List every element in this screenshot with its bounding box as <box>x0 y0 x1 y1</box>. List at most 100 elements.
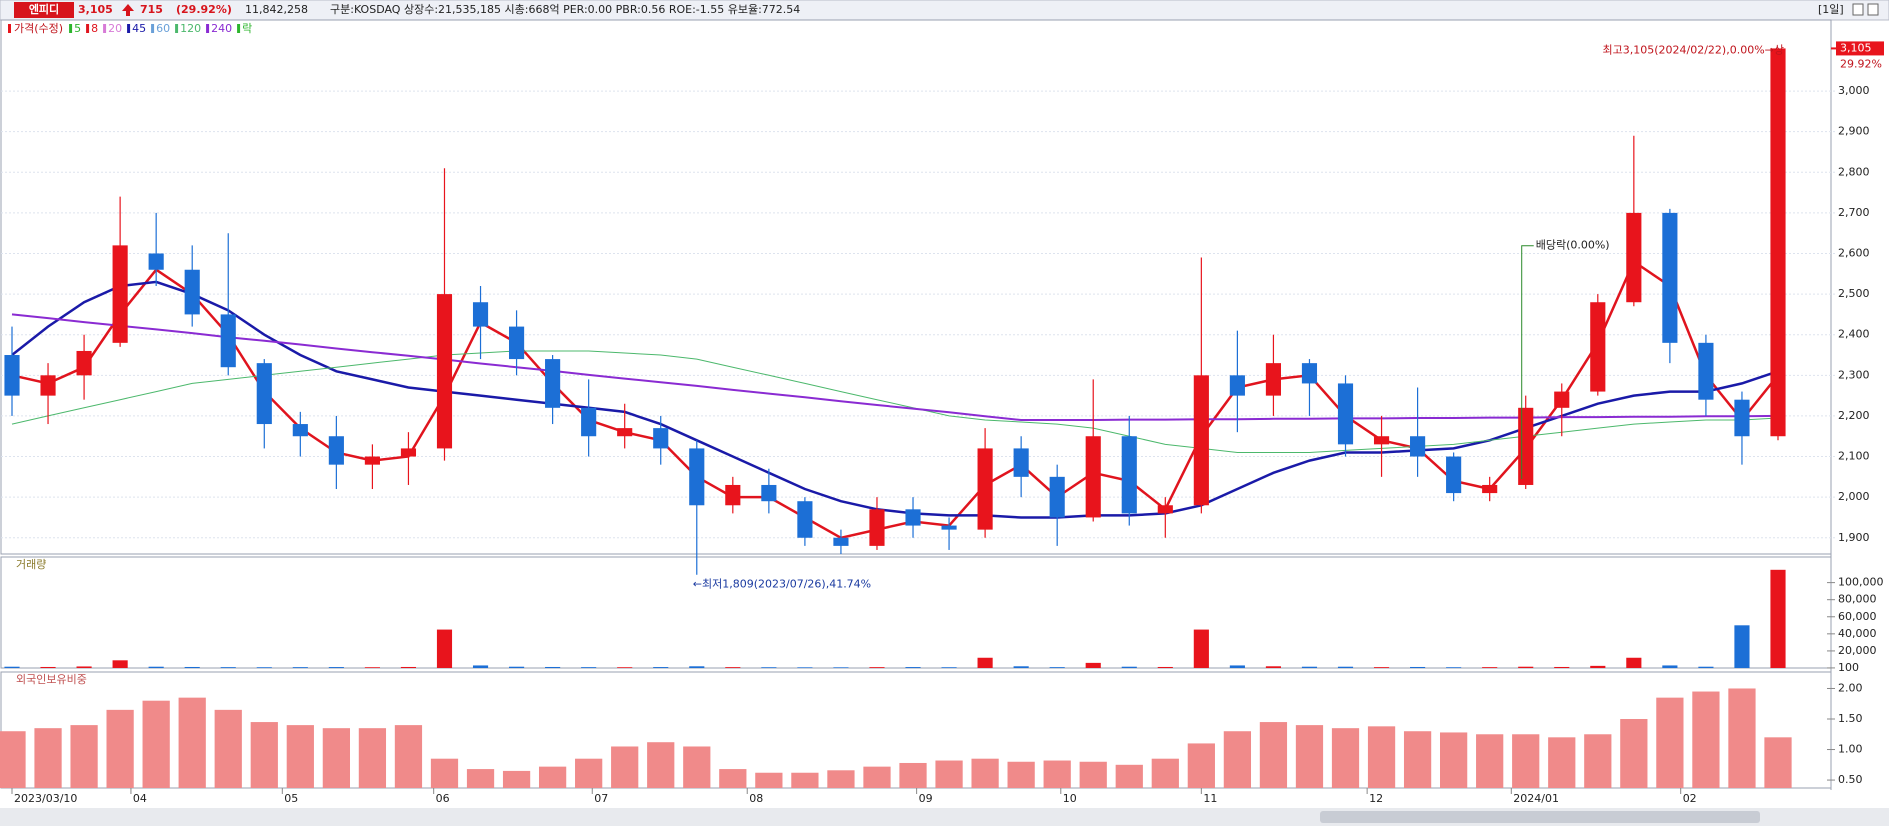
volume-bar <box>1518 666 1534 668</box>
volume-bar <box>1590 665 1606 668</box>
legend-entry: 45 <box>132 22 146 35</box>
volume-bar <box>328 667 344 668</box>
x-tick-label: 09 <box>919 792 933 805</box>
foreign-ratio-bar <box>1151 758 1179 788</box>
foreign-ratio-bar <box>106 709 134 788</box>
y-tick-label: 80,000 <box>1838 593 1877 606</box>
x-tick-label: 2023/03/10 <box>14 792 77 805</box>
legend-swatch <box>103 24 107 33</box>
foreign-ratio-bar <box>683 746 711 788</box>
volume-bar <box>112 660 128 668</box>
candle-body <box>436 294 453 449</box>
foreign-ratio-bar <box>1656 697 1684 788</box>
x-tick-label: 12 <box>1369 792 1383 805</box>
moving-average-line <box>11 280 1779 519</box>
volume-bar <box>1049 667 1065 668</box>
legend-entry: 8 <box>91 22 98 35</box>
candle-body <box>1085 436 1101 518</box>
dividend-marker <box>1521 245 1534 480</box>
close-button[interactable] <box>1867 3 1879 16</box>
foreign-ratio-bar <box>1079 761 1107 788</box>
candle-body <box>256 363 272 425</box>
volume-bar <box>148 666 164 668</box>
volume-bar <box>941 667 957 668</box>
candle-body <box>1157 505 1173 514</box>
candle-body <box>545 359 561 408</box>
candle-body <box>797 501 813 538</box>
foreign-ratio-bar <box>1223 731 1252 788</box>
legend-title: 가격(수정) <box>14 22 63 35</box>
stock-name: 엔피디 <box>29 2 59 16</box>
candle-body <box>1337 383 1354 445</box>
foreign-ratio-bar <box>935 760 963 788</box>
foreign-ratio-bar <box>142 700 170 788</box>
volume-bar <box>40 666 56 668</box>
foreign-ratio-bar <box>466 769 495 788</box>
candle-body <box>1373 436 1390 445</box>
y-tick-label: 2,600 <box>1838 246 1870 259</box>
volume-bar <box>1446 667 1462 668</box>
volume-bar <box>1554 666 1570 668</box>
volume-bar <box>1698 666 1714 668</box>
foreign-ratio-bar <box>1512 734 1540 788</box>
legend-entry: 60 <box>156 22 170 35</box>
volume-bar <box>1337 666 1354 668</box>
candle-body <box>40 375 56 396</box>
high-annotation: 최고3,105(2024/02/22),0.00%→상 <box>1603 43 1785 56</box>
foreign-ratio-bar <box>899 762 927 788</box>
candle-body <box>1554 391 1570 408</box>
foreign-ratio-bar <box>1187 743 1215 788</box>
candle-body <box>112 245 128 343</box>
volume-bar <box>1121 666 1137 668</box>
foreign-ratio-bar <box>971 758 999 788</box>
scroll-thumb[interactable] <box>1320 811 1760 823</box>
y-tick-label: 20,000 <box>1838 644 1877 657</box>
foreign-ratio-bar <box>1548 737 1576 788</box>
volume-bar <box>292 667 308 668</box>
foreign-ratio-bar <box>1331 728 1360 788</box>
candle-body <box>1229 375 1245 396</box>
foreign-ratio-bar <box>1403 731 1432 788</box>
foreign-ratio-bar <box>1620 719 1648 788</box>
y-tick-label: 2,800 <box>1838 165 1870 178</box>
x-tick-label: 05 <box>284 792 298 805</box>
volume-bar <box>1085 662 1101 668</box>
period[interactable]: [1일] <box>1818 2 1844 16</box>
foreign-ratio-bar <box>791 772 819 788</box>
legend-swatch <box>206 24 210 33</box>
volume-bar <box>1265 666 1281 668</box>
maximize-button[interactable] <box>1852 3 1864 16</box>
legend-entry: 락 <box>242 22 252 35</box>
foreign-ratio-bar <box>647 742 675 788</box>
foreign-ratio-bar <box>575 758 603 788</box>
candle-body <box>1301 363 1318 384</box>
candle-body <box>1446 456 1462 494</box>
candle-body <box>1698 342 1714 400</box>
foreign-ratio-bar <box>250 722 278 788</box>
x-tick-label: 08 <box>749 792 763 805</box>
candle-body <box>76 350 92 376</box>
legend-entry: 20 <box>108 22 122 35</box>
x-tick-label: 2024/01 <box>1513 792 1559 805</box>
candle-body <box>1626 212 1642 303</box>
foreign-ratio-bar <box>394 725 423 788</box>
foreign-ratio-bar <box>358 728 387 788</box>
volume: 11,842,258 <box>245 3 308 16</box>
foreign-ratio-bar <box>1115 764 1143 788</box>
legend-swatch <box>127 24 131 33</box>
volume-bar <box>1157 666 1173 668</box>
volume-bar <box>581 667 597 668</box>
candle-body <box>1662 212 1678 343</box>
x-tick-label: 06 <box>436 792 450 805</box>
y-tick-label: 1,900 <box>1838 531 1870 544</box>
last-price-box <box>1836 41 1884 56</box>
y-tick-label: 2,500 <box>1838 287 1870 300</box>
last-price-label: 3,105 <box>1840 41 1872 54</box>
foreign-ratio-bar <box>1692 691 1720 788</box>
legend-entry: 240 <box>211 22 232 35</box>
dividend-annotation: 배당락(0.00%) <box>1536 239 1610 252</box>
legend-swatch <box>69 24 73 33</box>
candle-body <box>1734 399 1750 437</box>
volume-bar <box>1626 657 1642 668</box>
